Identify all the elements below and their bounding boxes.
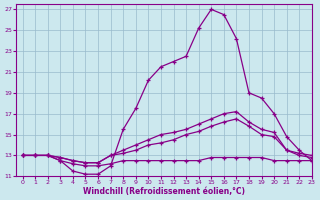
X-axis label: Windchill (Refroidissement éolien,°C): Windchill (Refroidissement éolien,°C) xyxy=(83,187,245,196)
